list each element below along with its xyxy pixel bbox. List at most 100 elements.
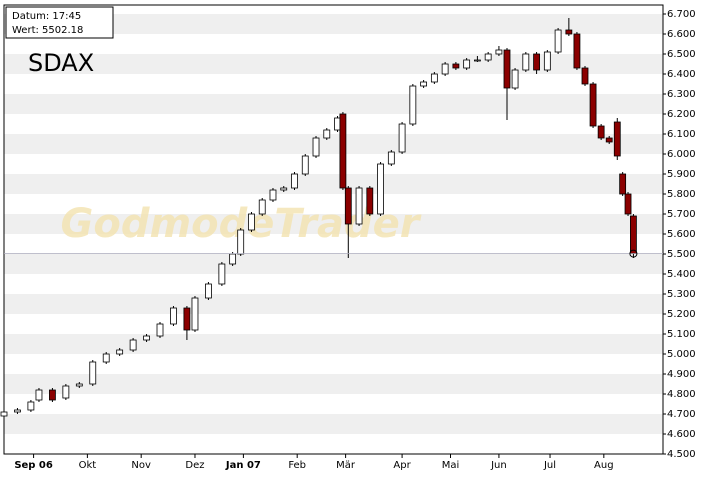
crosshair-marker <box>629 249 638 258</box>
x-tick-label: Feb <box>288 460 306 471</box>
x-tick-label: Okt <box>79 460 97 471</box>
candle-body <box>366 187 374 215</box>
candle-body <box>430 73 438 83</box>
y-tick-label: 6.000 <box>667 149 696 160</box>
grid-band <box>4 94 663 114</box>
candle-body <box>14 409 21 413</box>
y-tick-label: 5.100 <box>667 329 696 340</box>
y-tick-label: 6.700 <box>667 9 696 20</box>
candle-body <box>102 353 110 363</box>
candle-body <box>420 81 428 87</box>
candle-body <box>323 129 331 139</box>
candle-body <box>355 187 363 225</box>
candle-body <box>624 193 632 215</box>
candle-body <box>597 125 605 139</box>
y-tick-label: 6.600 <box>667 29 696 40</box>
grid-band <box>4 414 663 434</box>
grid-band <box>4 174 663 194</box>
y-tick-label: 5.800 <box>667 189 696 200</box>
candle-body <box>409 85 417 125</box>
candle-body <box>269 189 277 201</box>
candle-body <box>0 411 8 417</box>
candle-body <box>156 323 164 337</box>
candle-body <box>237 229 245 255</box>
candle-body <box>441 63 449 75</box>
grid-band <box>4 294 663 314</box>
candle-body <box>613 121 621 157</box>
candle-body <box>229 253 237 265</box>
candle-body <box>619 173 627 195</box>
candle-body <box>301 155 309 175</box>
plot-frame <box>3 4 664 455</box>
candle-body <box>116 349 124 355</box>
candle-body <box>589 83 597 127</box>
candle-body <box>463 59 471 69</box>
candle-body <box>49 389 56 401</box>
y-tick-label: 4.900 <box>667 369 696 380</box>
candle-body <box>62 385 70 399</box>
y-tick-label: 6.300 <box>667 89 696 100</box>
candle-body <box>339 113 347 189</box>
candle-body <box>27 401 35 411</box>
candle-body <box>511 69 519 89</box>
candle-body <box>377 163 384 215</box>
info-box <box>5 6 114 39</box>
grid-band <box>4 334 663 354</box>
candle-body <box>543 51 551 71</box>
candle-body <box>452 63 460 69</box>
y-tick-label: 6.100 <box>667 129 696 140</box>
candle-body <box>573 33 581 69</box>
y-tick-label: 5.300 <box>667 289 696 300</box>
x-tick-label: Jun <box>490 460 507 471</box>
candle-body <box>565 29 573 35</box>
candle-body <box>312 137 320 157</box>
y-tick-label: 4.800 <box>667 389 696 400</box>
candle-body <box>605 137 613 143</box>
y-tick-label: 5.400 <box>667 269 696 280</box>
grid-band <box>4 374 663 394</box>
candle-body <box>387 151 395 165</box>
chart-title: SDAX <box>28 49 94 77</box>
candle-body <box>170 307 177 325</box>
candle-body <box>398 123 406 153</box>
candle-body <box>218 263 226 285</box>
y-tick-label: 5.700 <box>667 209 696 220</box>
candle-body <box>191 297 199 331</box>
y-tick-label: 4.700 <box>667 409 696 420</box>
candle-body <box>581 67 589 85</box>
candle-body <box>89 361 97 385</box>
candle-body <box>533 53 540 71</box>
candle-body <box>344 187 352 225</box>
candle-body <box>258 199 266 215</box>
candle-body <box>143 335 150 341</box>
y-tick-label: 6.200 <box>667 109 696 120</box>
grid-band <box>4 14 663 34</box>
x-tick-label: Mär <box>336 460 356 471</box>
candle-body <box>484 53 492 61</box>
grid-band <box>4 134 663 154</box>
grid-band <box>4 254 663 274</box>
candle-body <box>503 49 511 89</box>
candle-body <box>75 383 83 387</box>
y-tick-label: 6.400 <box>667 69 696 80</box>
info-date: Datum: 17:45 <box>12 11 81 22</box>
y-tick-label: 5.200 <box>667 309 696 320</box>
x-tick-label: Sep 06 <box>14 460 53 471</box>
candle-body <box>205 283 212 299</box>
info-value: Wert: 5502.18 <box>12 25 83 36</box>
candle-body <box>495 49 503 55</box>
x-tick-label: Apr <box>393 460 411 471</box>
candle-body <box>280 187 288 191</box>
x-tick-label: Aug <box>594 460 614 471</box>
candle-body <box>248 213 255 231</box>
y-tick-label: 4.600 <box>667 429 696 440</box>
x-tick-label: Jan 07 <box>225 460 261 471</box>
candle-body <box>554 29 562 53</box>
candle-body <box>183 307 191 331</box>
x-tick-label: Dez <box>185 460 204 471</box>
y-tick-label: 5.000 <box>667 349 696 360</box>
x-tick-label: Mai <box>442 460 460 471</box>
grid-band <box>4 214 663 234</box>
x-tick-label: Jul <box>543 460 556 471</box>
